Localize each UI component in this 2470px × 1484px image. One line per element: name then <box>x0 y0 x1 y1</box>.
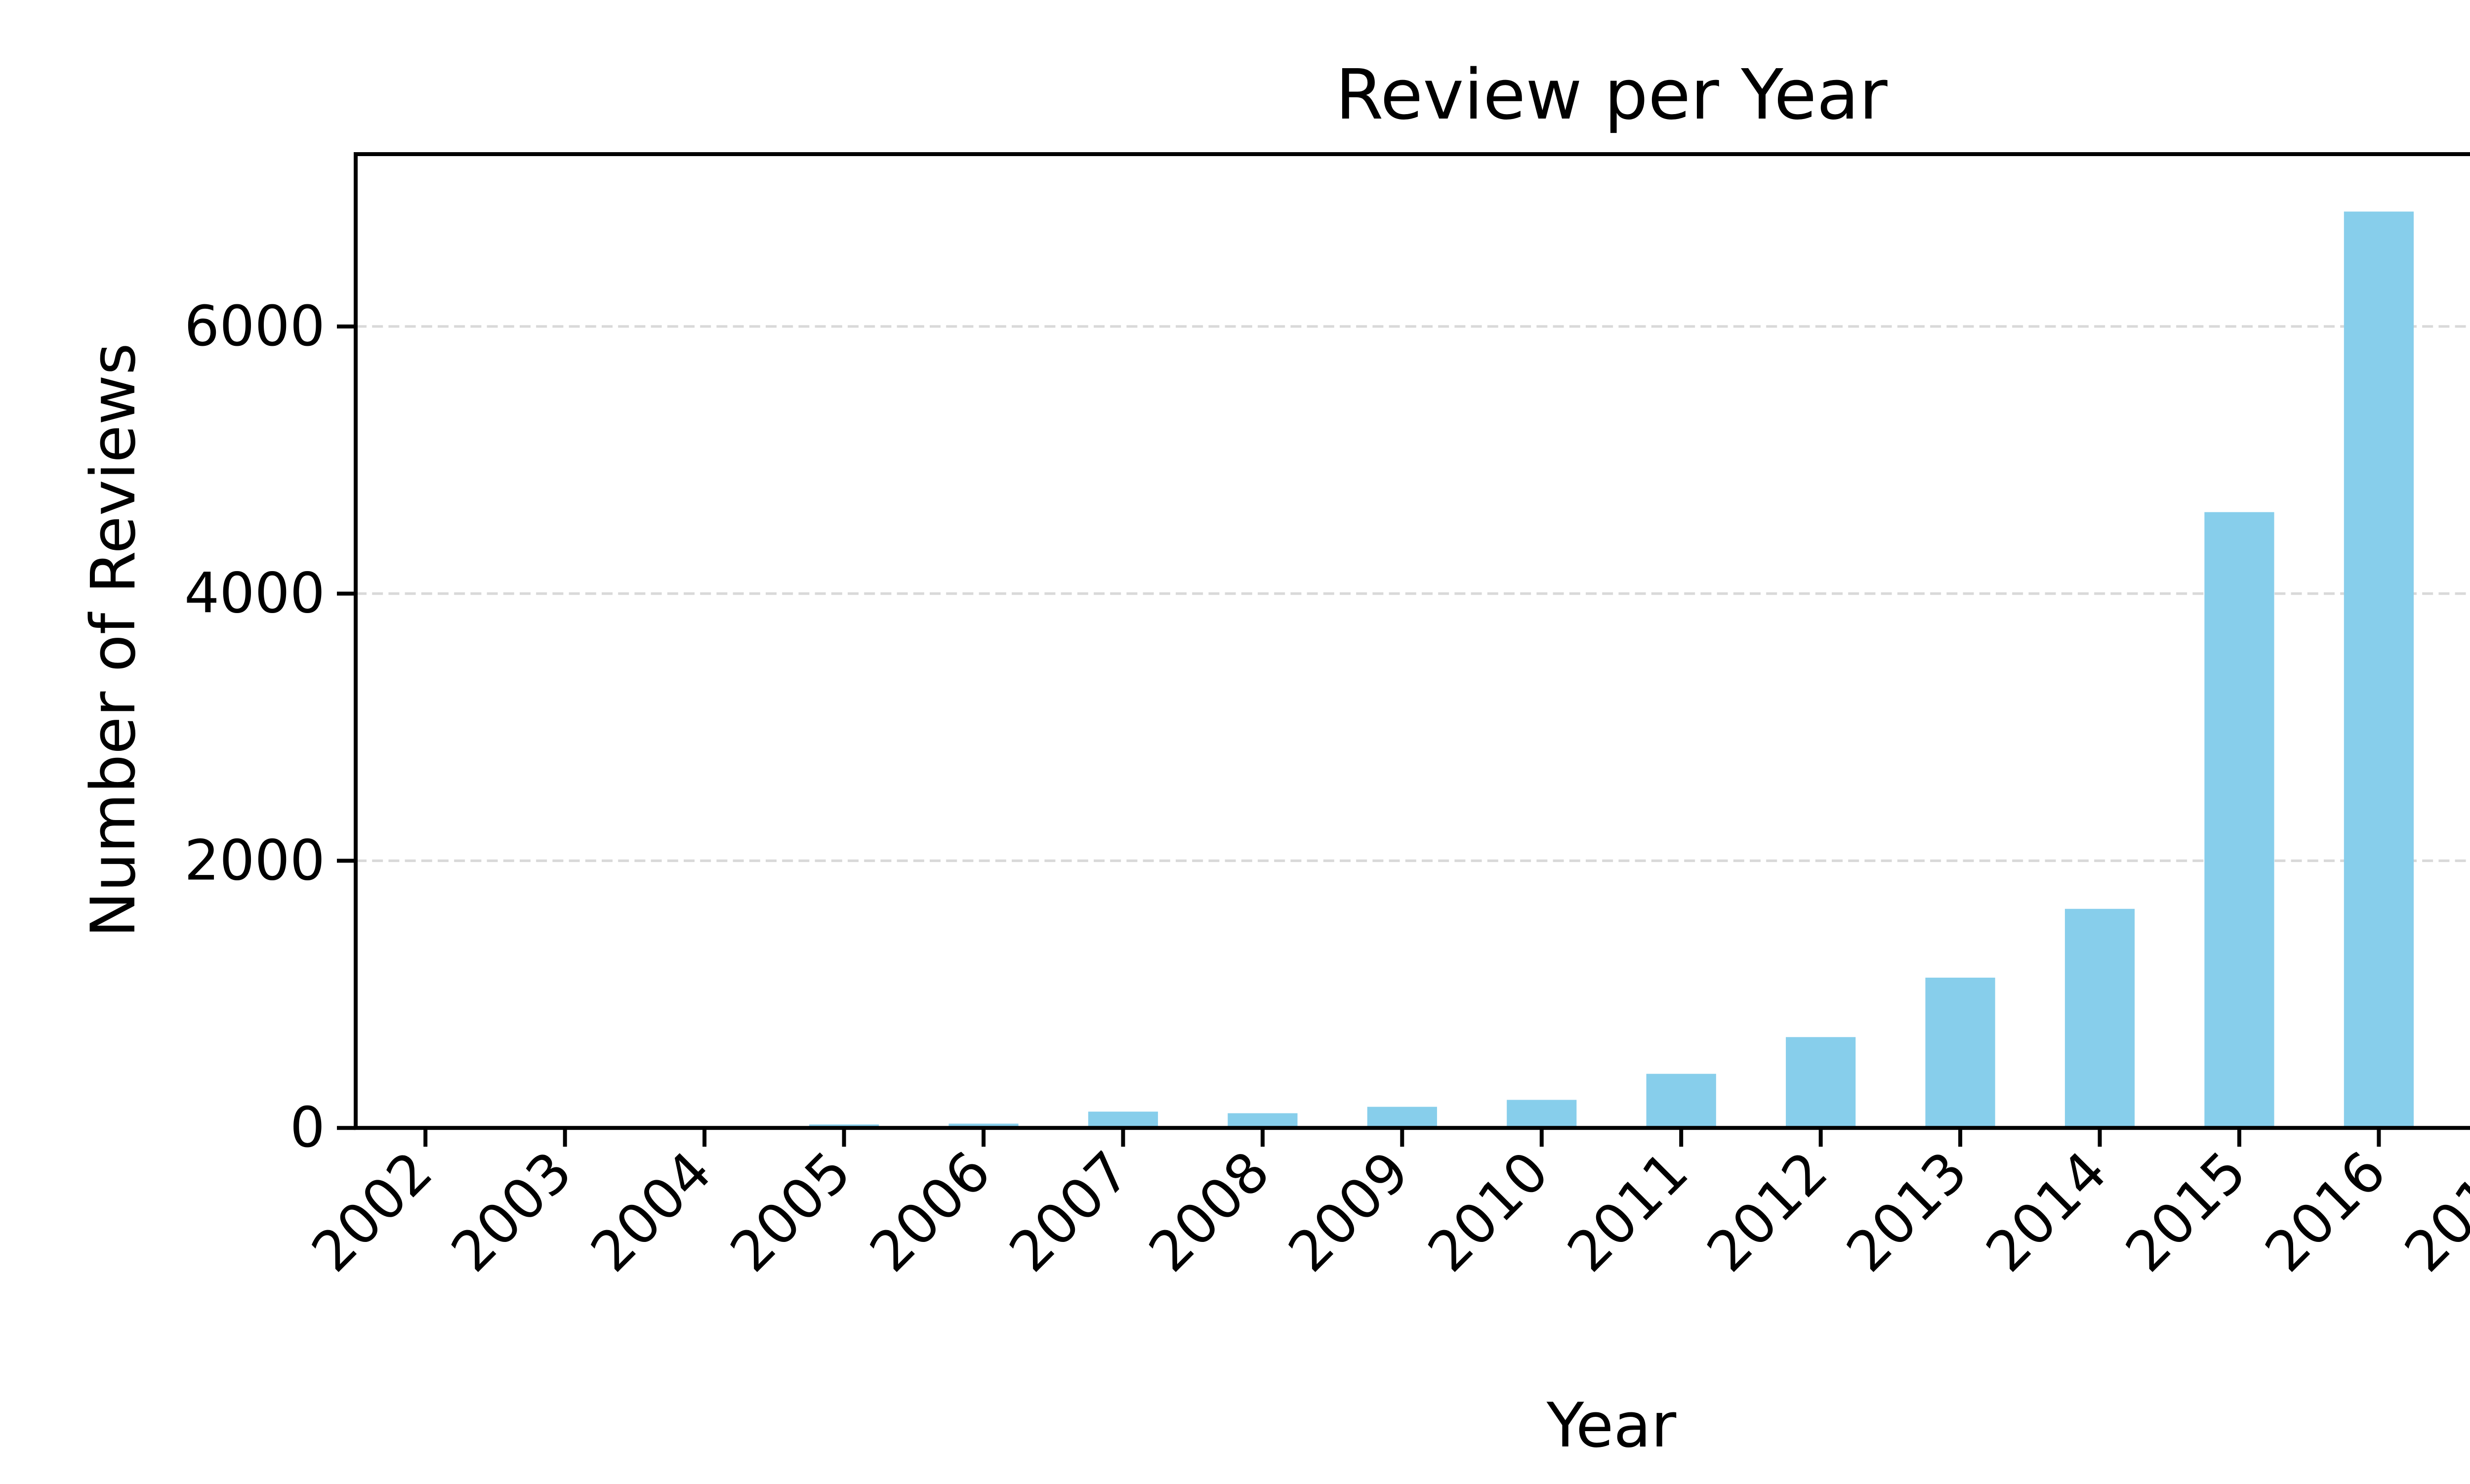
bar-2009 <box>1367 1107 1437 1128</box>
x-tick-label-2009: 2009 <box>1276 1139 1421 1284</box>
x-tick-label-2005: 2005 <box>718 1139 863 1284</box>
x-tick-label-2012: 2012 <box>1695 1139 1840 1284</box>
x-tick-label-2010: 2010 <box>1416 1139 1561 1284</box>
y-tick-label-2000: 2000 <box>184 828 325 893</box>
bar-2013 <box>1926 978 1995 1128</box>
x-tick-label-2004: 2004 <box>579 1139 724 1284</box>
plot-spines <box>356 154 2470 1128</box>
x-tick-label-2015: 2015 <box>2114 1139 2259 1284</box>
bar-2010 <box>1507 1100 1576 1128</box>
x-tick-label-2013: 2013 <box>1835 1139 1979 1284</box>
axis-ticks <box>337 327 2470 1147</box>
bar-2015 <box>2204 512 2274 1128</box>
x-tick-label-2006: 2006 <box>858 1139 1003 1284</box>
y-tick-label-4000: 4000 <box>184 562 325 626</box>
x-tick-label-2017: 2017 <box>2393 1139 2470 1284</box>
x-tick-label-2014: 2014 <box>1974 1139 2119 1284</box>
x-axis-label: Year <box>1546 1390 1677 1461</box>
y-tick-label-6000: 6000 <box>184 294 325 359</box>
x-tick-label-2011: 2011 <box>1556 1139 1700 1284</box>
plot-frame <box>356 154 2470 1128</box>
x-tick-label-2016: 2016 <box>2253 1139 2398 1284</box>
bar-2012 <box>1786 1037 1855 1128</box>
gridlines <box>356 327 2470 861</box>
y-tick-label-0: 0 <box>290 1096 325 1160</box>
x-tick-label-2003: 2003 <box>439 1139 584 1284</box>
bar-2016 <box>2344 211 2414 1128</box>
tick-labels: 2002200320042005200620072008200920102011… <box>184 294 2470 1284</box>
x-tick-label-2007: 2007 <box>997 1139 1142 1284</box>
bars <box>391 211 2470 1128</box>
bar-2007 <box>1088 1112 1158 1128</box>
bar-2014 <box>2065 909 2135 1128</box>
chart-title: Review per Year <box>1335 55 1888 135</box>
y-axis-label: Number of Reviews <box>78 343 149 938</box>
bar-2008 <box>1228 1113 1297 1128</box>
x-tick-label-2008: 2008 <box>1137 1139 1282 1284</box>
x-tick-label-2002: 2002 <box>300 1139 445 1284</box>
bar-2011 <box>1647 1074 1716 1128</box>
